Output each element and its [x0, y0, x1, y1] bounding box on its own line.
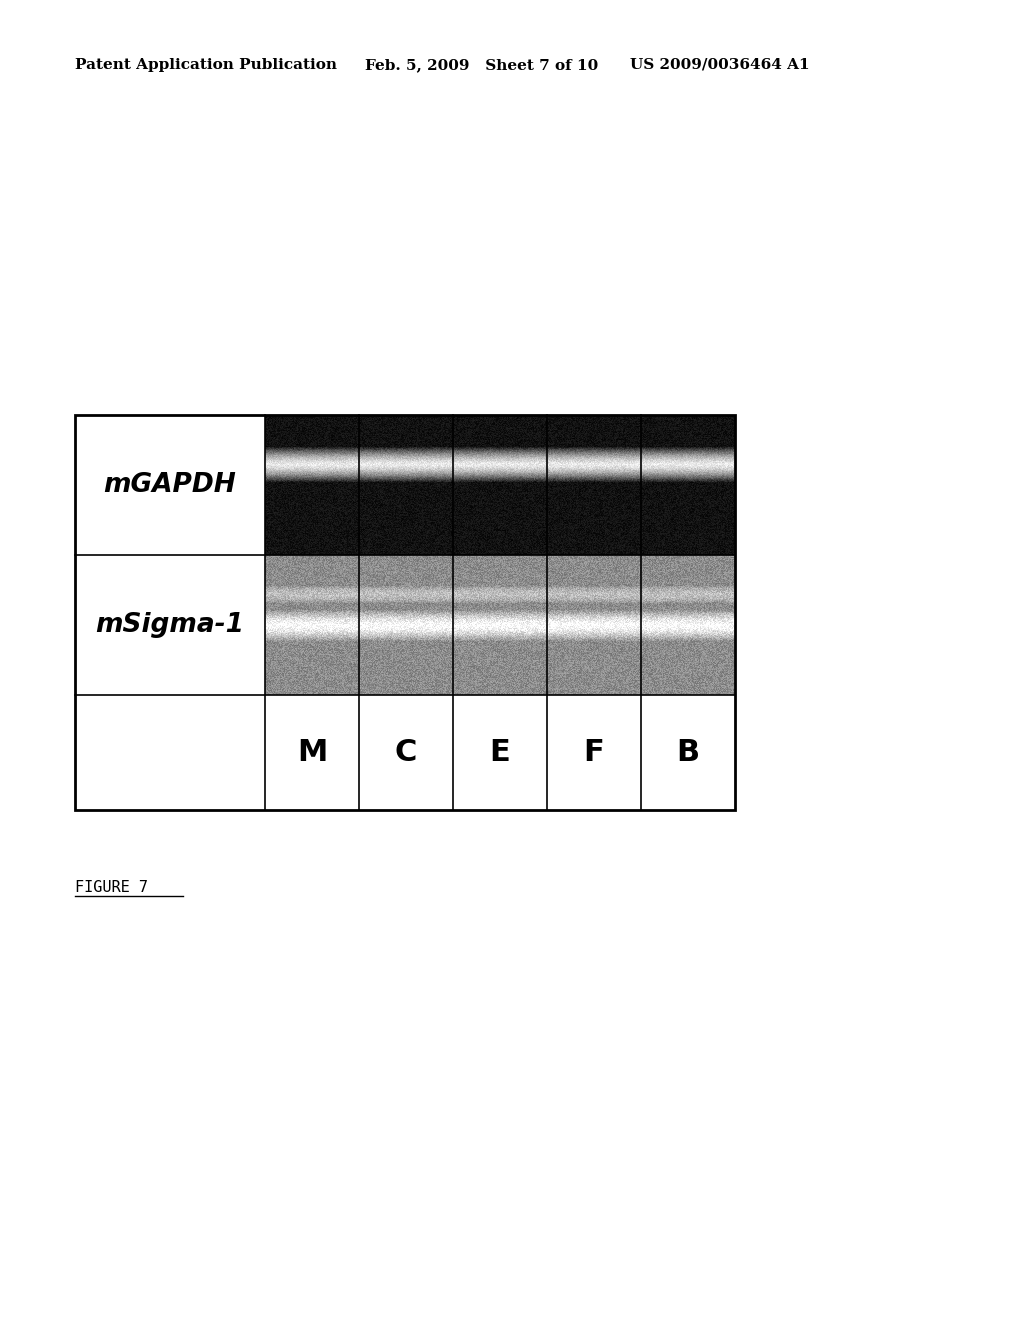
Text: B: B [677, 738, 699, 767]
Text: M: M [297, 738, 328, 767]
Bar [75, 414, 735, 810]
Text: FIGURE 7: FIGURE 7 [75, 880, 148, 895]
Text: mGAPDH: mGAPDH [103, 473, 237, 498]
Text: mSigma-1: mSigma-1 [95, 612, 245, 638]
Text: US 2009/0036464 A1: US 2009/0036464 A1 [630, 58, 810, 73]
Text: E: E [489, 738, 510, 767]
Bar [75, 414, 735, 810]
Text: F: F [584, 738, 604, 767]
Text: C: C [395, 738, 417, 767]
Text: Patent Application Publication: Patent Application Publication [75, 58, 337, 73]
Text: Feb. 5, 2009   Sheet 7 of 10: Feb. 5, 2009 Sheet 7 of 10 [365, 58, 598, 73]
